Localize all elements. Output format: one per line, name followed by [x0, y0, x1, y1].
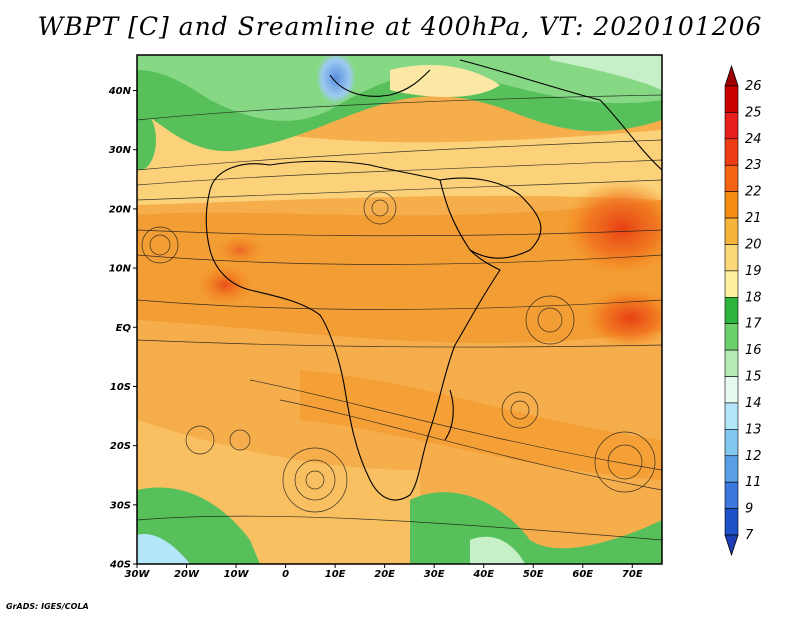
- lon-tick-label: 50E: [523, 569, 544, 580]
- lon-tick-label: 10W: [224, 569, 250, 580]
- lon-tick-label: 30E: [424, 569, 445, 580]
- lon-tick-label: 30W: [125, 569, 151, 580]
- lat-tick-label: 10N: [109, 264, 132, 275]
- colorbar-bottom-arrow: [724, 534, 739, 557]
- lon-tick-label: 20E: [374, 569, 395, 580]
- colorbar-label: 13: [745, 422, 762, 437]
- colorbar-cell: [724, 455, 739, 483]
- lat-tick-label: EQ: [116, 323, 132, 334]
- lat-tick-label: 30S: [110, 500, 131, 511]
- colorbar: 26 25 24 23 22 21 20 19 18 17 16 15 14 13 12 11 9 7: [724, 64, 762, 557]
- wbpt-field: [137, 55, 662, 564]
- lon-tick-label: 20W: [174, 569, 200, 580]
- lat-tick-label: 10S: [110, 382, 131, 393]
- weather-map: 40N 30N 20N 10N EQ 10S 20S 30S 40S 30W 20W 10W 0 10E…: [108, 54, 762, 580]
- colorbar-cell: [724, 217, 739, 245]
- colorbar-top-arrow: [724, 64, 739, 87]
- colorbar-cell: [724, 138, 739, 166]
- colorbar-label: 12: [745, 449, 762, 464]
- colorbar-cell: [724, 323, 739, 351]
- colorbar-label: 18: [745, 290, 762, 305]
- latitude-axis: 40N 30N 20N 10N EQ 10S 20S 30S 40S: [108, 86, 137, 571]
- colorbar-label: 22: [745, 185, 762, 200]
- colorbar-cell: [724, 508, 739, 536]
- lat-tick-label: 40N: [108, 86, 132, 97]
- coastlines: [205, 59, 662, 501]
- colorbar-cell: [724, 429, 739, 457]
- colorbar-cell: [724, 244, 739, 272]
- colorbar-cell: [724, 164, 739, 192]
- longitude-axis: 30W 20W 10W 0 10E 20E 30E 40E 50E 60E 70E: [125, 564, 643, 580]
- lat-tick-label: 20S: [110, 441, 131, 452]
- chart-title: WBPT [C] and Sreamline at 400hPa, VT: 20…: [37, 12, 763, 41]
- colorbar-cell: [724, 270, 739, 298]
- colorbar-label: 19: [745, 264, 762, 279]
- colorbar-label: 23: [745, 158, 762, 173]
- colorbar-label: 24: [745, 132, 762, 147]
- lon-tick-label: 10E: [325, 569, 346, 580]
- colorbar-label: 14: [745, 396, 762, 411]
- colorbar-label: 21: [745, 211, 762, 226]
- colorbar-label: 9: [745, 502, 753, 517]
- colorbar-label: 25: [745, 105, 762, 120]
- colorbar-cell: [724, 349, 739, 377]
- lon-tick-label: 70E: [622, 569, 643, 580]
- lon-tick-label: 40E: [472, 569, 494, 580]
- colorbar-cell: [724, 402, 739, 430]
- colorbar-label: 26: [745, 79, 762, 94]
- grads-credit: GrADS: IGES/COLA: [6, 602, 89, 611]
- colorbar-label: 16: [745, 343, 762, 358]
- colorbar-label: 15: [745, 370, 762, 385]
- lon-tick-label: 0: [282, 569, 289, 580]
- colorbar-cell: [724, 296, 739, 325]
- colorbar-label: 11: [745, 475, 762, 490]
- colorbar-cell: [724, 376, 739, 404]
- lat-tick-label: 40S: [109, 560, 131, 571]
- lon-tick-label: 60E: [572, 569, 593, 580]
- colorbar-cell: [724, 85, 739, 113]
- colorbar-label: 17: [745, 317, 762, 332]
- map-frame: [136, 54, 663, 565]
- colorbar-cell: [724, 191, 739, 219]
- streamlines: [137, 94, 662, 541]
- colorbar-label: 7: [745, 528, 754, 543]
- colorbar-cell: [724, 481, 739, 509]
- colorbar-cell: [724, 112, 739, 140]
- colorbar-label: 20: [745, 237, 762, 252]
- lat-tick-label: 20N: [109, 204, 132, 215]
- lat-tick-label: 30N: [109, 145, 132, 156]
